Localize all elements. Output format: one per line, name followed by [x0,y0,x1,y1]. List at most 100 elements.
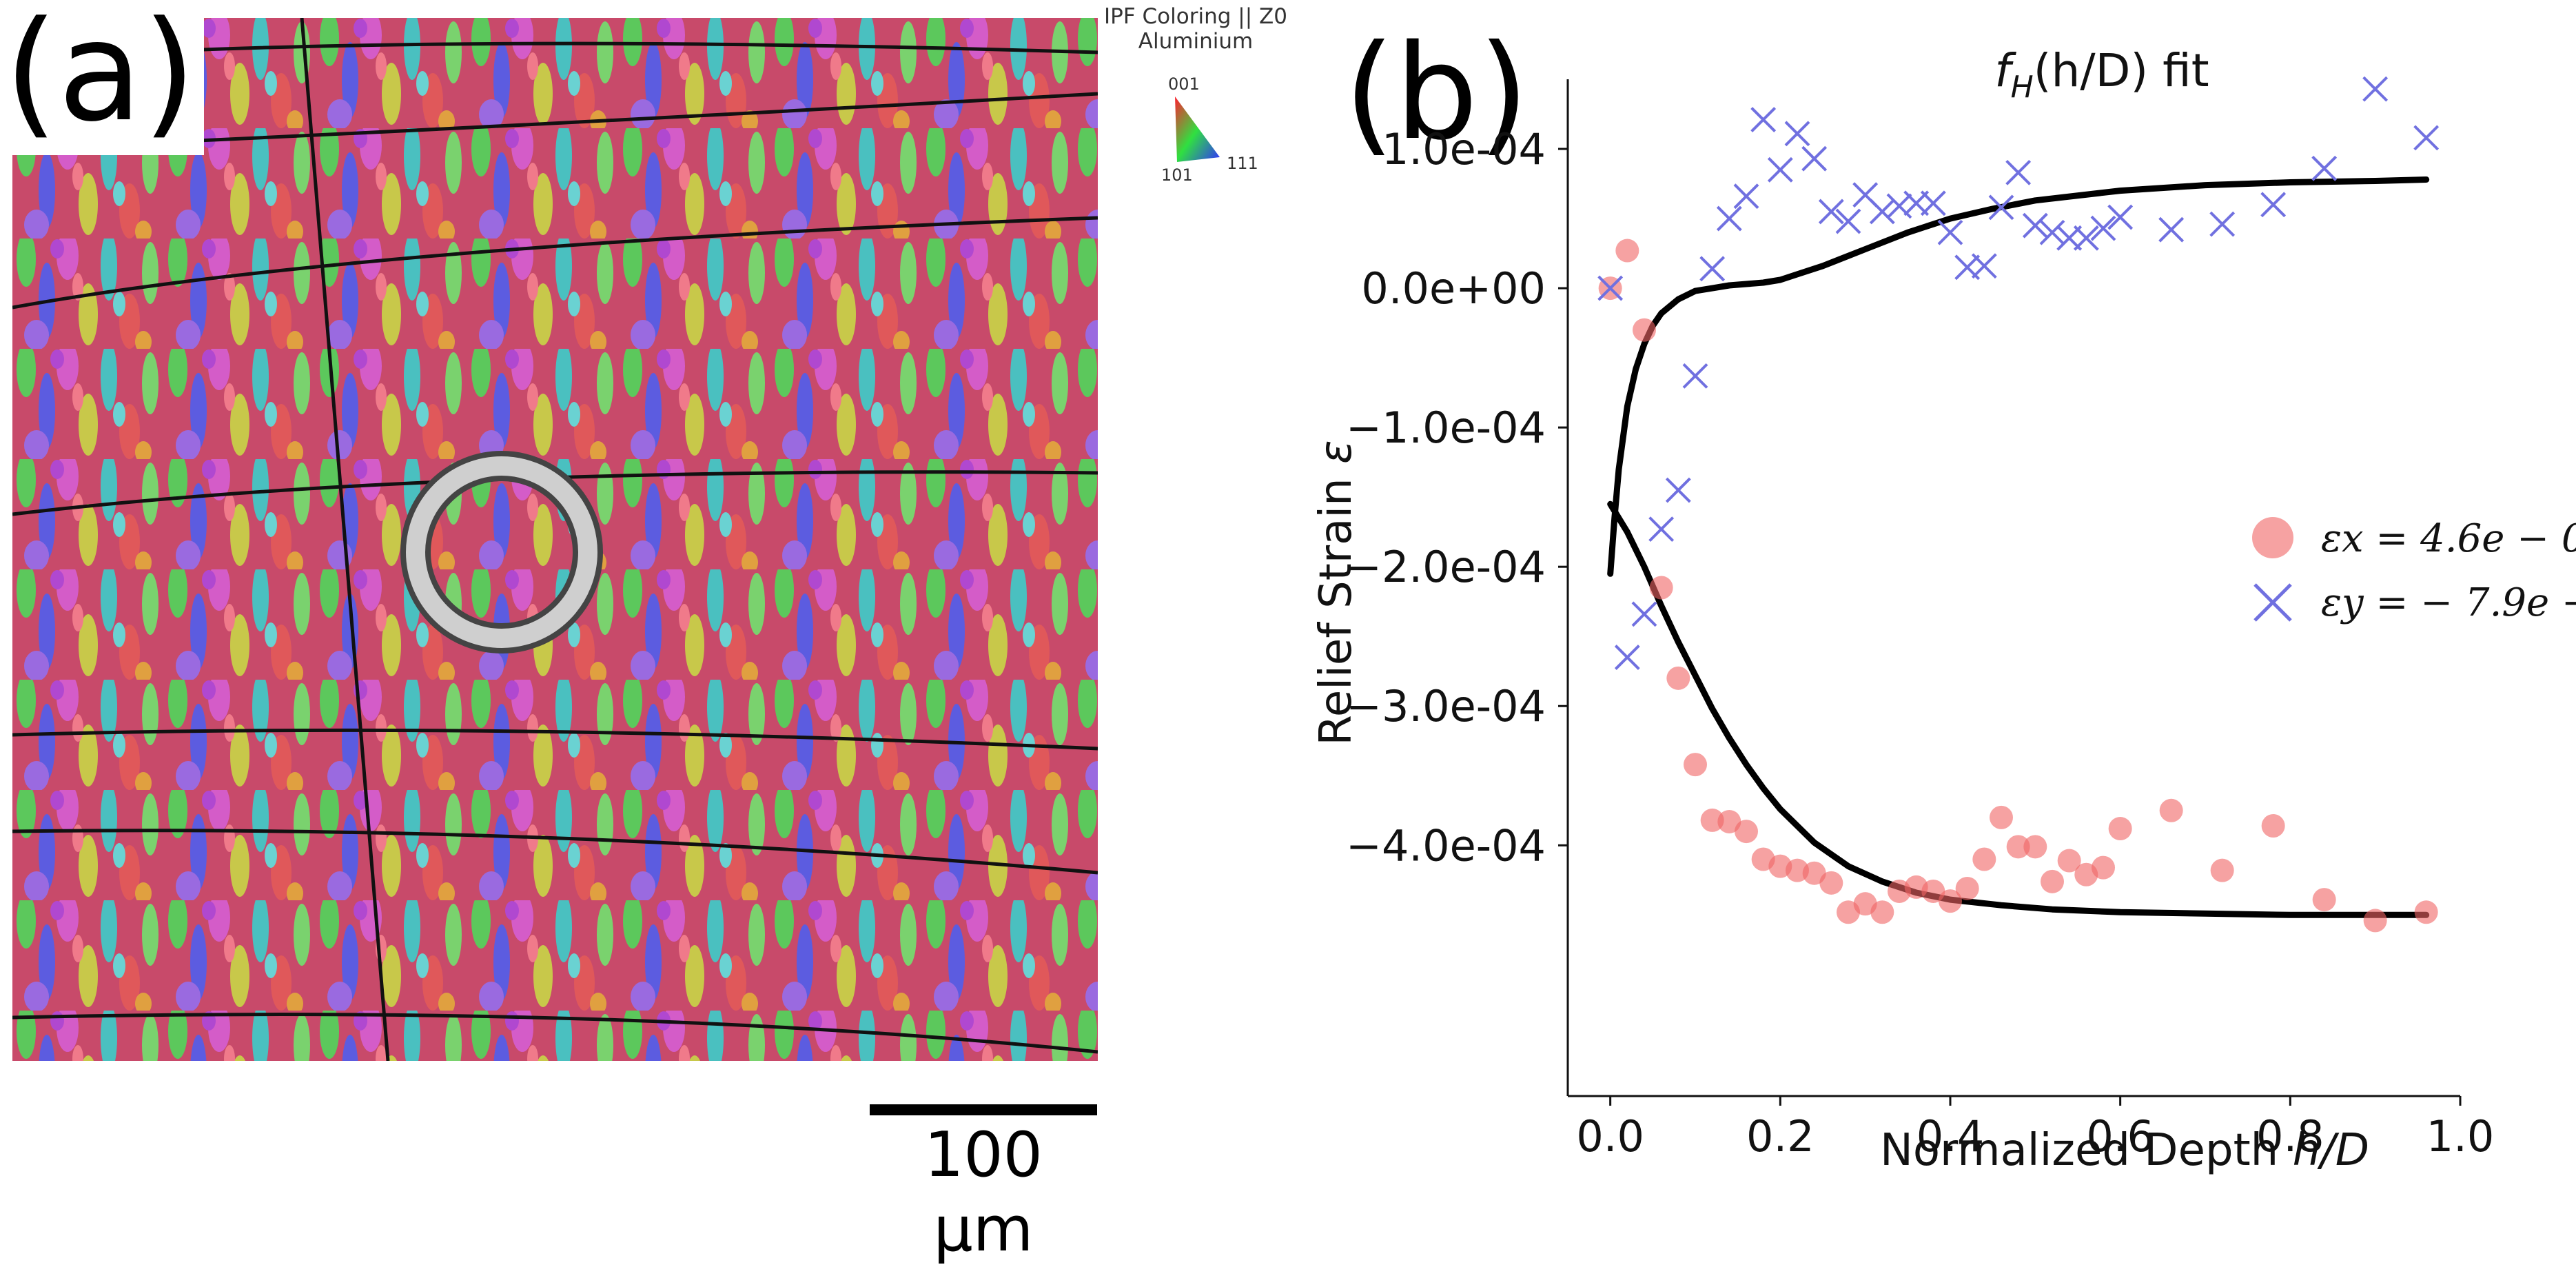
point-ey [2005,159,2032,185]
ebsd-ipf-map [12,18,1098,1061]
chart-title-sub: H [2011,70,2034,105]
point-ey [2209,211,2236,237]
point-ey [1614,645,1640,670]
point-ex [1717,809,1741,833]
point-ex [2092,855,2115,880]
point-ex [2023,835,2047,859]
point-ey [1750,107,1777,133]
point-ey [2073,225,2099,251]
point-ex [2363,909,2387,933]
tick-labels: 0.0 0.2 0.4 0.6 0.8 1.0 1.0e-04 0.0e+00 −1.0e-04… [1346,124,2494,1162]
ring-marker [400,451,603,653]
point-ey [1733,183,1759,210]
point-ex [1802,861,1826,885]
legend-marker-ex [2252,517,2293,558]
x-tick-label: 0.6 [2086,1111,2154,1162]
x-tick-label: 0.4 [1916,1111,1985,1162]
point-ex [1955,876,1979,900]
x-tick-label: 1.0 [2426,1111,2495,1162]
point-ex [2057,849,2081,873]
panel-b: (b) 0.0 0.2 0.4 0.6 0.8 1.0 1.0e-04 0.0e+00 −1.0… [1289,0,2576,1196]
point-ey [1801,145,1828,172]
y-tick-label: −1.0e-04 [1346,403,1546,453]
point-ex [1633,318,1656,342]
x-axis-label-italic: h/D [2293,1125,2369,1176]
chart-axes [1566,79,2460,1097]
point-ey [1971,253,1997,279]
point-ey [2413,125,2440,151]
point-ex [1921,879,1945,903]
point-ey [2107,204,2134,230]
chart-title-rest: (h/D) fit [2034,44,2209,97]
legend-marker-ey [2253,583,2292,622]
point-ex [2108,817,2132,841]
ipf-corner-101: 101 [1161,165,1193,185]
point-ey [2039,219,2065,245]
legend-label-ey: εy = − 7.9e − 05 [2321,580,2576,625]
point-ey [2022,212,2048,239]
panel-b-label: (b) [1344,17,1529,169]
ipf-corner-111: 111 [1227,154,1258,173]
x-tick-label: 0.8 [2256,1111,2324,1162]
point-ey [1988,194,2014,221]
chart-legend: εx = 4.6e − 04 εy = − 7.9e − 05 [2252,516,2576,625]
ipf-legend: IPF Coloring || Z0 Aluminium 001 101 111 [1103,0,1289,200]
point-ey [1920,190,1946,216]
point-ex [1666,666,1690,690]
x-tick-label: 0.0 [1576,1111,1644,1162]
point-ey [1869,199,1895,225]
ipf-legend-title: IPF Coloring || Z0 [1104,4,1287,29]
fit-y-curve [1607,176,2430,577]
point-ex [1972,847,1996,871]
y-axis-label: Relief Strain ε [1311,440,1362,745]
y-axis-label-main: Relief Strain [1311,464,1362,746]
point-ey [1665,477,1691,503]
point-ey [1835,208,1861,234]
ipf-corner-001: 001 [1168,76,1200,94]
point-ey [1818,199,1844,225]
point-ex [1684,753,1707,777]
point-ex [1990,805,2013,829]
point-ey [2260,192,2287,218]
point-ey [1682,363,1708,389]
scale-bar-label: 100 µm [924,1119,1043,1266]
point-ey [1886,193,1912,219]
point-ex [2006,835,2030,859]
y-tick-label: −2.0e-04 [1346,542,1546,592]
point-ex [2312,888,2336,912]
x-axis-label: Normalized Depth h/D [1880,1125,2369,1176]
data-points [1597,76,2440,933]
y-tick-label: −4.0e-04 [1346,820,1546,871]
y-tick-label: −3.0e-04 [1346,681,1546,731]
point-ey [2311,155,2338,181]
point-ey [2362,76,2389,102]
fit-x-curve [1607,500,2430,918]
panel-a-label: (a) [0,0,204,155]
ipf-triangle [1175,97,1220,162]
point-ex [2414,900,2438,924]
fit-curves [1607,176,2430,918]
point-ex [1939,889,1962,913]
point-ex [1700,808,1724,832]
point-ey [1597,275,1624,301]
point-ey [1937,219,1963,245]
point-ex [1735,820,1758,844]
point-ex [1870,900,1894,924]
ipf-legend-phase: Aluminium [1138,29,1254,54]
strain-chart: 0.0 0.2 0.4 0.6 0.8 1.0 1.0e-04 0.0e+00 −1.0e-04… [1311,44,2576,1176]
panel-a: (a) IPF Coloring || Z0 Aluminium 001 101… [0,0,1289,1266]
point-ey [1699,256,1726,282]
point-ey [2158,216,2185,243]
point-ey [1631,601,1657,627]
point-ex [2159,798,2183,822]
point-ex [2041,869,2064,893]
y-tick-label: 0.0e+00 [1361,263,1546,314]
point-ex [2210,858,2234,882]
point-ey [1767,156,1793,183]
scale-bar [870,1104,1097,1115]
point-ey [1648,516,1675,543]
point-ey [1716,205,1742,232]
legend-label-ex: εx = 4.6e − 04 [2321,516,2576,561]
point-ey [2090,215,2116,241]
point-ex [1649,576,1673,600]
